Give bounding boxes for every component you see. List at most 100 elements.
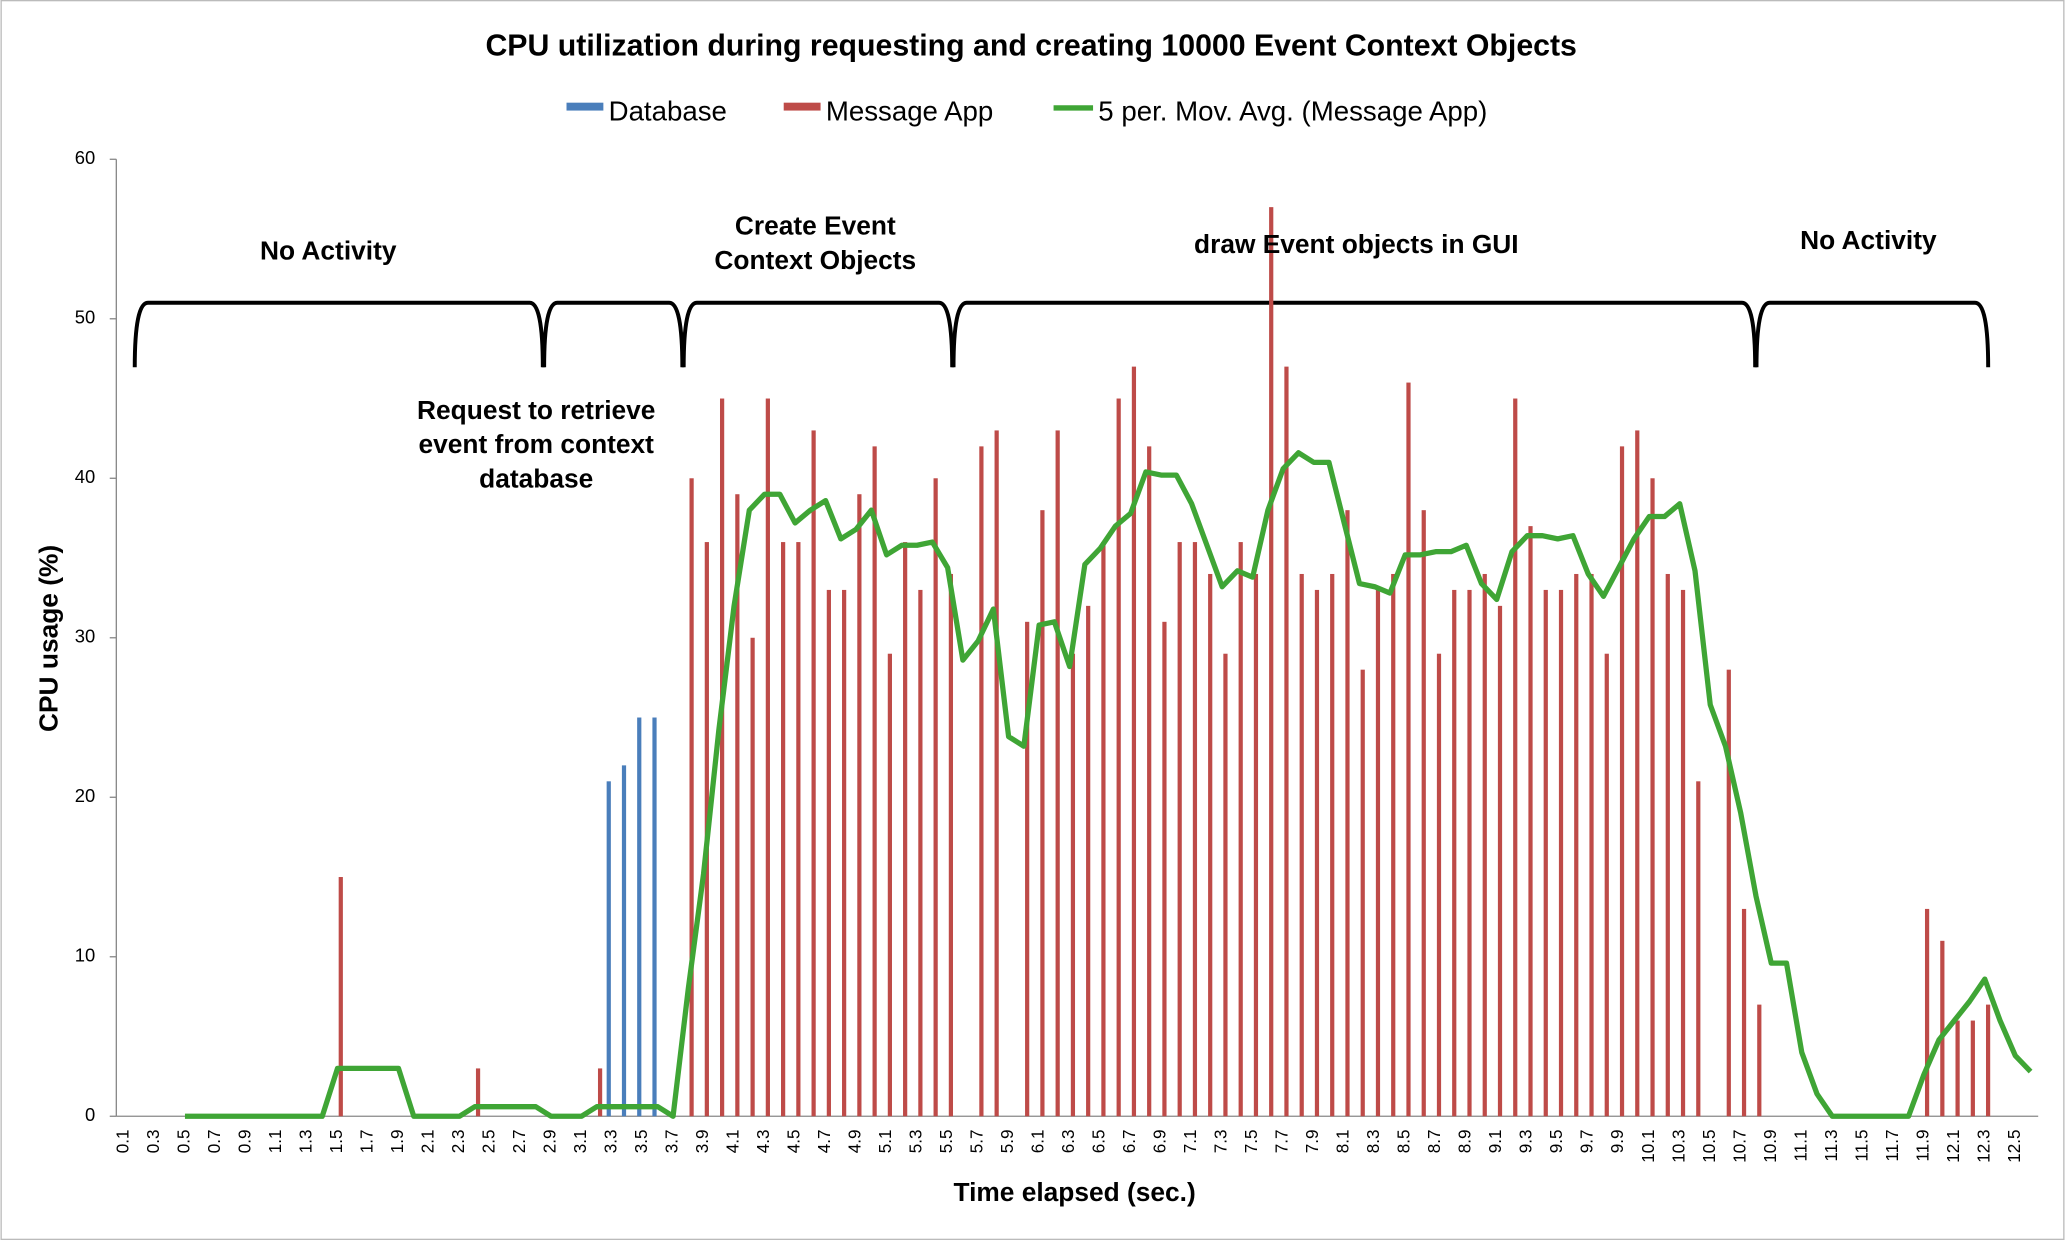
bar xyxy=(781,542,786,1117)
bar xyxy=(1665,573,1670,1117)
bar xyxy=(1528,526,1533,1117)
bar xyxy=(652,717,657,1117)
x-tick-label: 0.7 xyxy=(205,1129,224,1153)
bar xyxy=(338,877,343,1117)
annotation: draw Event objects in GUI xyxy=(1194,229,1519,259)
bar xyxy=(887,653,892,1117)
x-tick-label: 2.9 xyxy=(541,1129,560,1153)
bar xyxy=(1040,510,1045,1117)
bar xyxy=(1696,781,1701,1117)
x-tick-label: 3.5 xyxy=(632,1129,651,1153)
bar xyxy=(1421,510,1426,1117)
x-tick-label: 10.3 xyxy=(1669,1129,1688,1162)
x-tick-label: 6.1 xyxy=(1029,1129,1048,1153)
bar xyxy=(872,446,877,1117)
bar xyxy=(1940,940,1945,1117)
bar xyxy=(689,478,694,1117)
x-tick-label: 1.3 xyxy=(296,1129,315,1153)
brace xyxy=(132,300,545,368)
bar xyxy=(475,1068,481,1117)
x-tick-label: 1.7 xyxy=(358,1129,377,1153)
annotation: Context Objects xyxy=(714,245,916,275)
bar xyxy=(933,478,938,1117)
y-tick-label: 30 xyxy=(75,626,95,647)
x-tick-label: 5.9 xyxy=(998,1129,1017,1153)
brace xyxy=(542,300,685,368)
bar xyxy=(1147,446,1152,1117)
x-tick-label: 4.1 xyxy=(724,1129,743,1153)
x-tick-label: 8.7 xyxy=(1425,1129,1444,1153)
x-tick-label: 6.7 xyxy=(1120,1129,1139,1153)
x-tick-label: 2.1 xyxy=(419,1129,438,1153)
bar xyxy=(1330,573,1335,1117)
bar xyxy=(621,765,627,1117)
x-tick-label: 8.3 xyxy=(1364,1129,1383,1153)
bar xyxy=(994,430,999,1117)
bar xyxy=(1055,430,1060,1117)
x-tick-label: 11.5 xyxy=(1852,1129,1871,1161)
bar xyxy=(811,430,816,1117)
brace xyxy=(951,300,1758,368)
x-tick-label: 7.9 xyxy=(1303,1129,1322,1153)
x-tick-label: 0.9 xyxy=(235,1129,254,1153)
x-tick-label: 10.7 xyxy=(1730,1129,1749,1162)
bar xyxy=(1589,573,1594,1117)
x-tick-label: 11.3 xyxy=(1822,1129,1841,1161)
bar xyxy=(1086,605,1091,1117)
x-tick-label: 12.5 xyxy=(2005,1129,2024,1162)
bar xyxy=(750,637,755,1117)
bar xyxy=(1574,573,1579,1117)
y-tick-label: 0 xyxy=(85,1104,95,1125)
y-axis-title: CPU usage (%) xyxy=(33,545,63,732)
bar xyxy=(1680,589,1686,1117)
x-tick-label: 11.1 xyxy=(1791,1129,1810,1161)
legend-label: Database xyxy=(609,96,727,127)
annotation: database xyxy=(479,463,593,493)
bar xyxy=(1101,542,1106,1117)
annotation: No Activity xyxy=(260,236,397,266)
bar xyxy=(1070,653,1076,1117)
bar xyxy=(1436,653,1442,1117)
bar xyxy=(979,446,984,1117)
braces xyxy=(132,300,1991,368)
legend-swatch xyxy=(783,102,821,111)
bar xyxy=(1177,542,1182,1117)
bar xyxy=(1985,1004,1991,1117)
x-tick-label: 2.7 xyxy=(510,1129,529,1153)
x-tick-label: 7.7 xyxy=(1273,1129,1292,1153)
annotation: No Activity xyxy=(1800,225,1937,255)
bar xyxy=(1025,621,1030,1117)
bar xyxy=(1513,398,1518,1117)
bar xyxy=(1253,573,1259,1117)
y-tick-label: 50 xyxy=(75,307,95,328)
bar xyxy=(1375,589,1381,1117)
x-tick-label: 10.5 xyxy=(1700,1129,1719,1162)
bar xyxy=(1482,573,1487,1117)
bar xyxy=(1360,669,1365,1117)
bar xyxy=(796,542,801,1117)
bar xyxy=(1162,621,1167,1117)
bar xyxy=(842,589,847,1117)
bar xyxy=(1345,510,1350,1117)
bar xyxy=(1558,589,1564,1117)
bar xyxy=(1619,446,1625,1117)
bar xyxy=(1192,542,1198,1117)
bar xyxy=(1726,669,1731,1117)
x-tick-label: 12.1 xyxy=(1944,1129,1963,1162)
bar xyxy=(1299,573,1304,1117)
x-tick-label: 9.7 xyxy=(1578,1129,1597,1153)
annotation: Request to retrieve xyxy=(417,395,655,425)
bar xyxy=(1314,589,1320,1117)
bar xyxy=(1116,398,1121,1117)
bar xyxy=(1543,589,1548,1117)
x-tick-label: 9.5 xyxy=(1547,1129,1566,1153)
bar xyxy=(1238,542,1243,1117)
x-tick-label: 9.9 xyxy=(1608,1129,1627,1153)
bar xyxy=(1208,573,1213,1117)
x-axis-title: Time elapsed (sec.) xyxy=(953,1177,1195,1207)
x-tick-label: 4.7 xyxy=(815,1129,834,1153)
bar xyxy=(1955,1020,1960,1117)
x-tick-label: 9.1 xyxy=(1486,1129,1505,1153)
